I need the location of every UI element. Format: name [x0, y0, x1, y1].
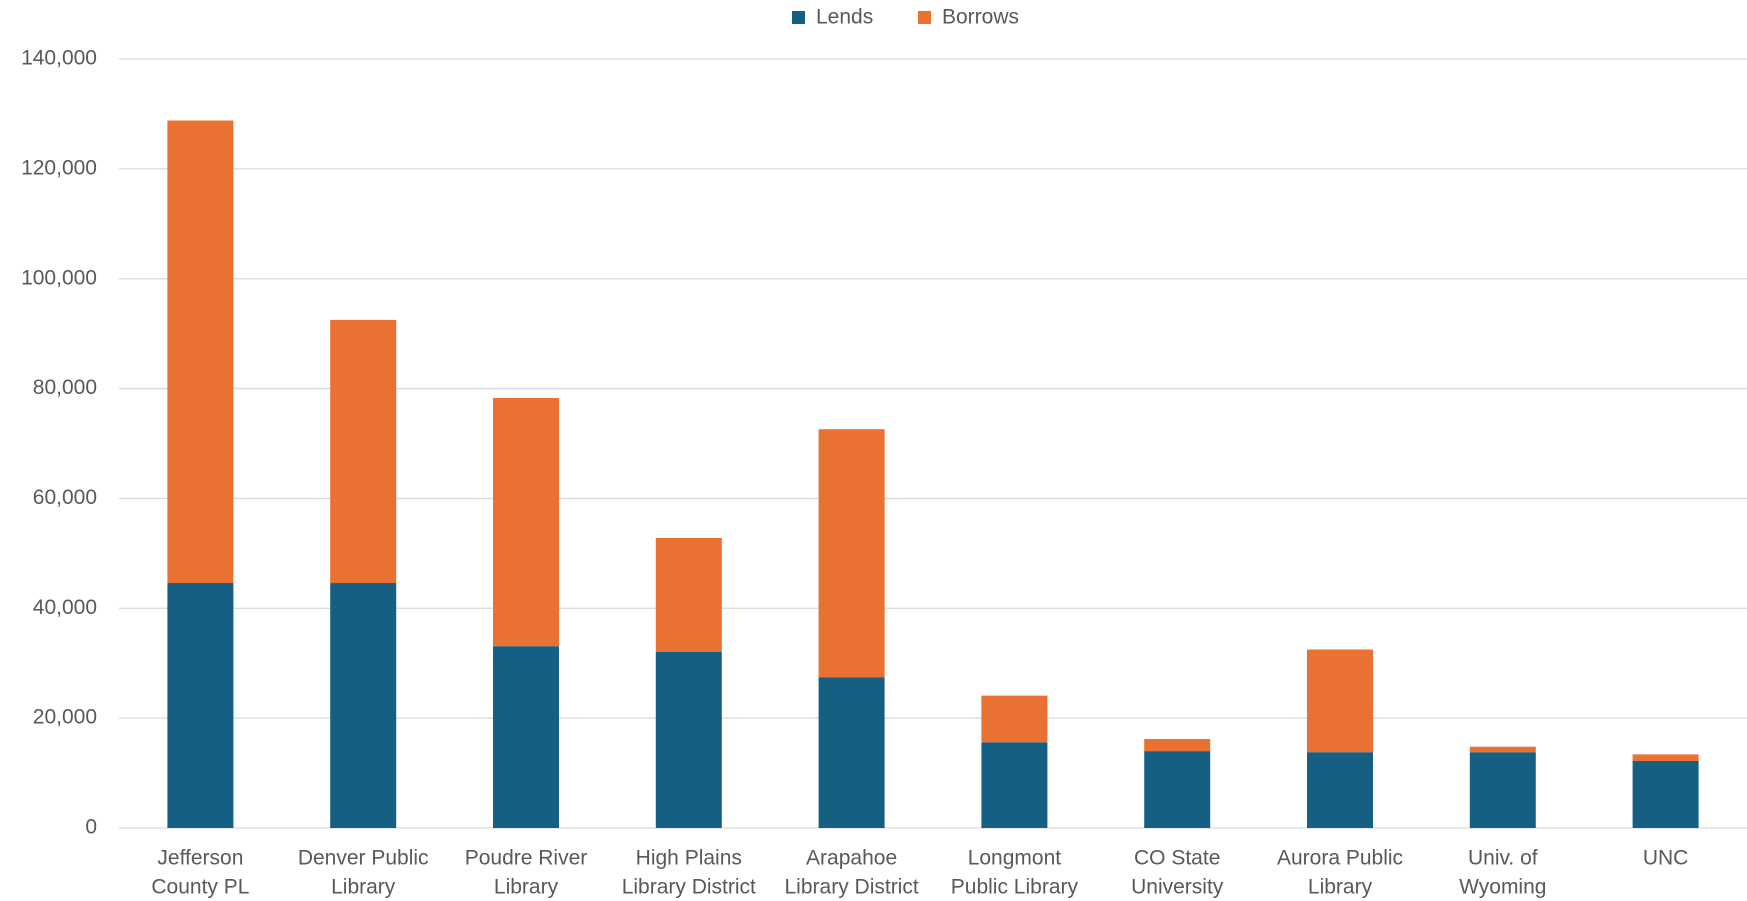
x-tick-label: Library District [785, 876, 919, 899]
bar-segment [1469, 752, 1536, 828]
x-tick-label: Library [1308, 876, 1373, 899]
bar-segment [167, 583, 234, 828]
bar-segment [1469, 746, 1536, 753]
y-tick-label: 80,000 [33, 376, 97, 399]
x-tick-label: Library [494, 876, 559, 899]
bar-segment [1144, 739, 1211, 752]
bar-segment [981, 742, 1048, 828]
x-tick-label: Public Library [951, 876, 1079, 899]
x-tick-label: Library District [622, 876, 756, 899]
bar-segment [1307, 649, 1373, 753]
bar-segment [981, 695, 1048, 743]
bar-segment [1144, 751, 1211, 828]
y-tick-label: 20,000 [33, 706, 97, 729]
y-tick-label: 100,000 [21, 266, 97, 289]
bar-segment [493, 397, 559, 647]
x-tick-label: Denver Public [298, 847, 429, 870]
bar-segment [330, 583, 397, 828]
bar-segment [1632, 754, 1699, 761]
legend-swatch [918, 11, 931, 24]
x-tick-label: Arapahoe [806, 847, 897, 870]
legend-label: Borrows [942, 6, 1019, 29]
x-tick-label: Jefferson [157, 847, 243, 870]
x-tick-label: University [1131, 876, 1224, 899]
bar-segment [167, 120, 234, 584]
bar-segment [1632, 760, 1699, 828]
y-tick-label: 120,000 [21, 156, 97, 179]
bar-segment [493, 646, 559, 828]
x-tick-label: Univ. of [1468, 847, 1538, 870]
x-tick-label: Poudre River [465, 847, 588, 870]
x-tick-label: Aurora Public [1277, 847, 1403, 870]
legend-swatch [792, 11, 805, 24]
bar-segment [818, 429, 885, 678]
y-tick-label: 40,000 [33, 596, 97, 619]
bar-segment [330, 319, 397, 584]
x-tick-label: CO State [1134, 847, 1220, 870]
x-tick-label: Library [331, 876, 396, 899]
legend-label: Lends [816, 6, 873, 29]
x-tick-label: County PL [151, 876, 249, 899]
x-tick-label: High Plains [636, 847, 742, 870]
y-tick-label: 0 [85, 816, 97, 839]
x-tick-label: UNC [1643, 847, 1689, 870]
y-tick-label: 60,000 [33, 486, 97, 509]
x-tick-label: Wyoming [1459, 876, 1546, 899]
bar-segment [1307, 752, 1373, 828]
y-tick-label: 140,000 [21, 47, 97, 70]
bar-segment [655, 651, 722, 828]
x-tick-label: Longmont [968, 847, 1062, 870]
bar-segment [655, 537, 722, 652]
bar-segment [818, 677, 885, 828]
